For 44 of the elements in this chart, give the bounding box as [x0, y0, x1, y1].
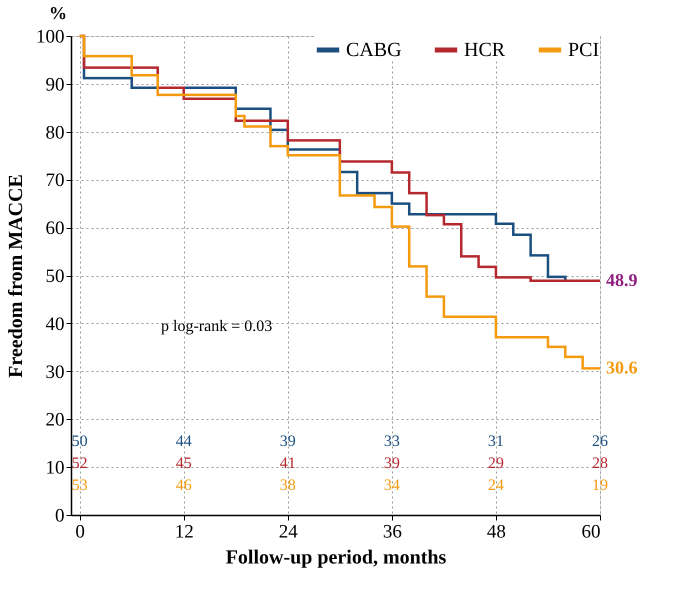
y-tick-label: 80 [46, 122, 64, 144]
x-tick-label: 0 [75, 522, 85, 542]
x-tick-label: 12 [174, 522, 194, 542]
y-tick-label: 70 [46, 170, 64, 192]
y-axis-title: Freedom from MACCE [5, 174, 27, 378]
annotation: 50 [72, 433, 88, 450]
annotation: 45 [176, 455, 192, 472]
y-tick-label: 0 [55, 506, 64, 526]
annotation: 29 [488, 455, 504, 472]
y-tick-label: 90 [46, 74, 64, 96]
annotation: 39 [280, 433, 296, 450]
legend-label: PCI [568, 39, 600, 61]
annotation: 26 [592, 433, 608, 450]
y-tick-label: 100 [36, 26, 64, 48]
annotation: 46 [176, 477, 192, 494]
annotation: 53 [72, 477, 88, 494]
annotation: 38 [280, 477, 296, 494]
annotation: 44 [176, 433, 192, 450]
annotation: 41 [280, 455, 296, 472]
annotation: 28 [592, 455, 608, 472]
annotation: 39 [384, 455, 400, 472]
annotation: 48.9 [606, 270, 638, 290]
annotation: 24 [488, 477, 504, 494]
x-tick-label: 36 [382, 522, 402, 542]
y-tick-label: 50 [46, 266, 64, 287]
x-tick-label: 24 [278, 522, 298, 542]
annotation: 52 [72, 455, 88, 472]
annotation: 31 [488, 433, 504, 450]
x-tick-label: 60 [582, 522, 600, 542]
annotation: 30.6 [606, 357, 638, 378]
legend-label: HCR [464, 39, 506, 61]
annotation: 34 [384, 477, 400, 494]
x-axis-title: Follow-up period, months [226, 546, 447, 568]
y-tick-label: 40 [46, 314, 64, 335]
y-tick-label: 60 [46, 218, 64, 240]
x-tick-label: 48 [486, 522, 506, 542]
legend-label: CABG [346, 39, 402, 61]
annotation: p log-rank = 0.03 [161, 318, 272, 335]
y-tick-label: 10 [46, 458, 64, 479]
y-tick-label: 20 [46, 410, 64, 431]
y-tick-label: 30 [46, 362, 64, 383]
annotation: 33 [384, 433, 400, 450]
annotation: 19 [592, 477, 608, 494]
text: % [49, 3, 67, 23]
